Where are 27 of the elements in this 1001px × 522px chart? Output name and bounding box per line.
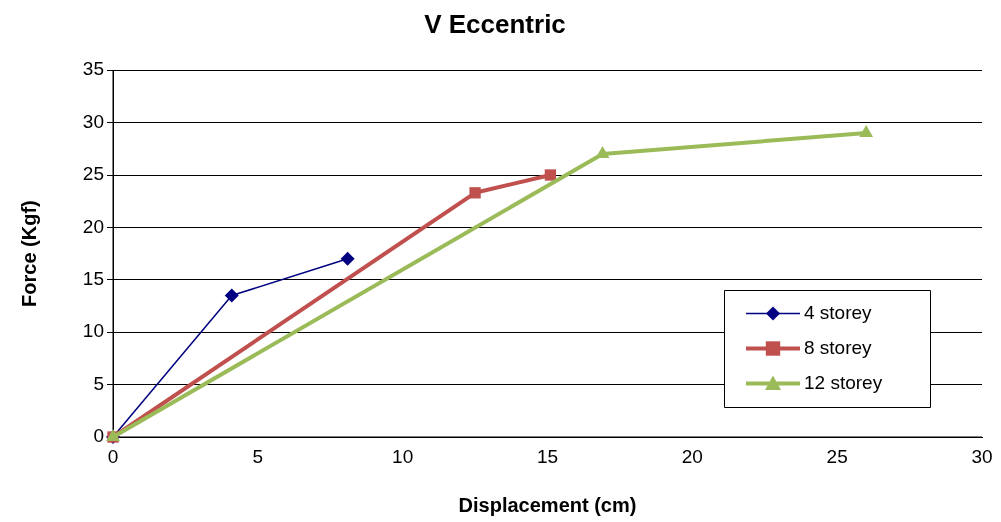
legend-label: 8 storey bbox=[804, 336, 873, 358]
x-tick-label: 30 bbox=[971, 445, 993, 467]
y-axis-title: Force (Kgf) bbox=[17, 200, 40, 307]
x-tick-label: 25 bbox=[826, 445, 848, 467]
y-tick-label: 25 bbox=[82, 163, 104, 185]
y-tick-label: 5 bbox=[93, 372, 104, 394]
point bbox=[544, 169, 557, 181]
legend-label: 12 storey bbox=[804, 371, 883, 393]
point bbox=[859, 125, 874, 138]
x-tick-label: 15 bbox=[536, 445, 559, 467]
x-tick-label: 0 bbox=[107, 445, 119, 467]
x-axis-title: Displacement (cm) bbox=[458, 493, 637, 516]
chart-title: V Eccentric bbox=[424, 8, 566, 39]
x-tick-label: 10 bbox=[392, 445, 414, 467]
x-tick-label: 20 bbox=[681, 445, 703, 467]
y-tick-label: 15 bbox=[82, 268, 104, 290]
y-tick-label: 35 bbox=[82, 58, 104, 80]
legend-label: 4 storey bbox=[804, 301, 873, 323]
point bbox=[469, 187, 481, 199]
point bbox=[595, 146, 610, 159]
y-tick-label: 20 bbox=[82, 215, 104, 237]
y-tick-label: 30 bbox=[82, 110, 104, 132]
y-tick-label: 10 bbox=[82, 320, 104, 342]
x-tick-label: 5 bbox=[252, 445, 264, 467]
point bbox=[224, 288, 239, 303]
y-tick-label: 0 bbox=[93, 425, 104, 447]
point bbox=[340, 251, 355, 266]
